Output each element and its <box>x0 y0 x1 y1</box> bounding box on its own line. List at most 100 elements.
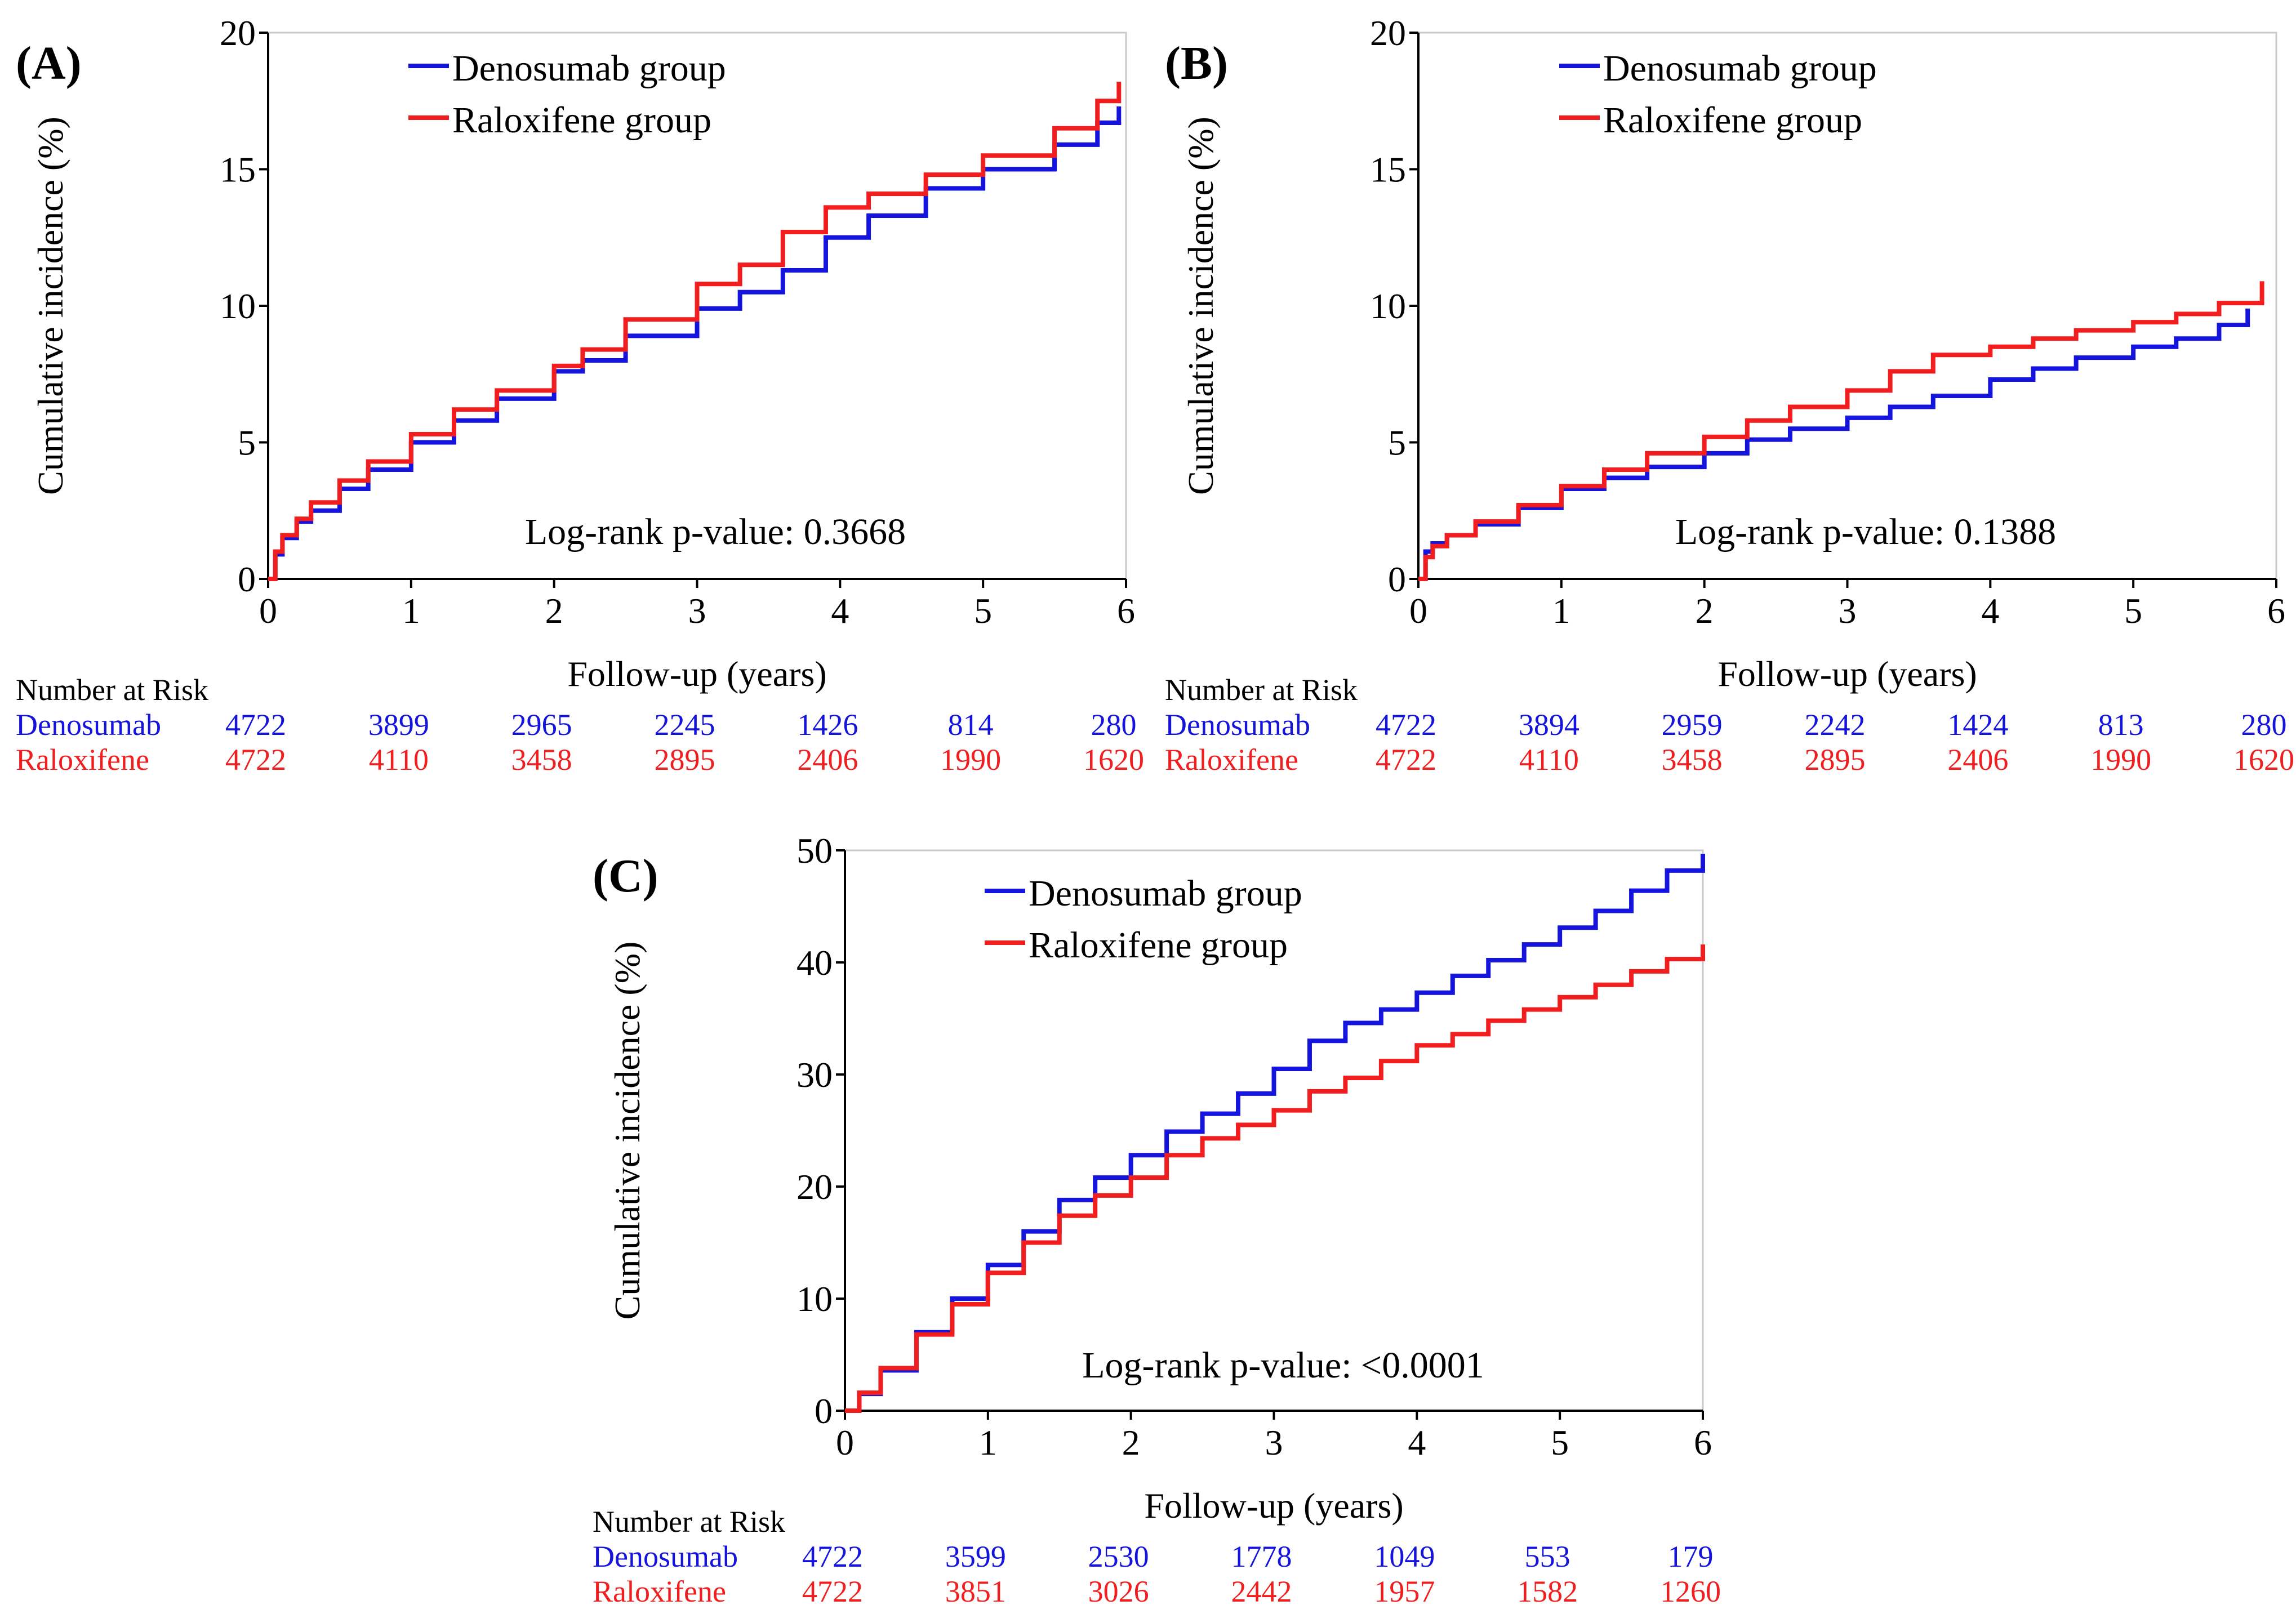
risk-row-label: Denosumab <box>16 708 161 742</box>
risk-value: 1778 <box>1231 1540 1292 1573</box>
y-tick-label: 40 <box>797 943 833 983</box>
risk-value: 813 <box>2098 708 2144 742</box>
risk-value: 3599 <box>945 1540 1006 1573</box>
risk-value: 1620 <box>1083 743 1144 777</box>
legend-label-denosumab: Denosumab group <box>452 48 726 89</box>
risk-value: 814 <box>948 708 994 742</box>
legend-label-denosumab: Denosumab group <box>1029 873 1302 914</box>
x-tick-label: 3 <box>1839 591 1857 631</box>
risk-value: 3026 <box>1088 1575 1149 1608</box>
risk-value: 2530 <box>1088 1540 1149 1573</box>
x-tick-label: 2 <box>545 591 563 631</box>
y-tick-label: 15 <box>220 150 256 190</box>
risk-value: 4110 <box>1519 743 1579 777</box>
panel-label: (C) <box>593 850 658 902</box>
risk-value: 4110 <box>369 743 429 777</box>
risk-value: 3458 <box>1662 743 1723 777</box>
risk-value: 4722 <box>225 708 286 742</box>
x-tick-label: 0 <box>1409 591 1427 631</box>
y-tick-label: 5 <box>238 423 256 463</box>
risk-table-title: Number at Risk <box>593 1505 785 1539</box>
risk-row-label: Raloxifene <box>1165 743 1298 777</box>
panel-a: 0 1 2 3 4 5 6 0 5 10 15 20 Follow-up (years) Cumulati… <box>16 13 1144 777</box>
x-tick-label: 4 <box>1408 1423 1426 1463</box>
x-tick-label: 0 <box>259 591 277 631</box>
series-line-denosumab <box>845 853 1705 1413</box>
x-tick-label: 4 <box>831 591 849 631</box>
x-tick-label: 5 <box>1551 1423 1569 1463</box>
risk-value: 2245 <box>655 708 715 742</box>
logrank-annotation: Log-rank p-value: <0.0001 <box>1082 1345 1484 1386</box>
risk-value: 1260 <box>1660 1575 1721 1608</box>
x-tick-label: 6 <box>1694 1423 1712 1463</box>
x-axis-title: Follow-up (years) <box>1144 1486 1403 1526</box>
y-tick-label: 20 <box>220 13 256 53</box>
risk-value: 4722 <box>1376 708 1436 742</box>
risk-value: 1582 <box>1517 1575 1578 1608</box>
risk-value: 1620 <box>2233 743 2294 777</box>
x-tick-label: 2 <box>1696 591 1714 631</box>
y-tick-label: 50 <box>797 831 833 871</box>
risk-row-label: Denosumab <box>593 1540 738 1573</box>
y-tick-label: 20 <box>797 1167 833 1207</box>
y-tick-label: 5 <box>1388 423 1406 463</box>
risk-value: 1957 <box>1374 1575 1435 1608</box>
x-axis-title: Follow-up (years) <box>1717 654 1977 694</box>
x-tick-label: 0 <box>836 1423 854 1463</box>
y-axis-title: Cumulative incidence (%) <box>1181 117 1221 495</box>
x-tick-label: 2 <box>1122 1423 1140 1463</box>
risk-value: 2242 <box>1805 708 1866 742</box>
risk-value: 4722 <box>225 743 286 777</box>
risk-row-label: Raloxifene <box>16 743 149 777</box>
risk-value: 2965 <box>511 708 572 742</box>
risk-value: 2959 <box>1662 708 1723 742</box>
risk-value: 2406 <box>797 743 858 777</box>
y-tick-label: 10 <box>220 286 256 326</box>
y-tick-label: 20 <box>1370 13 1406 53</box>
risk-value: 2895 <box>1805 743 1866 777</box>
risk-value: 2895 <box>655 743 715 777</box>
x-tick-label: 3 <box>1265 1423 1283 1463</box>
x-tick-label: 6 <box>2267 591 2285 631</box>
y-tick-label: 10 <box>1370 286 1406 326</box>
risk-table-title: Number at Risk <box>1165 673 1358 707</box>
series-line-raloxifene <box>845 944 1705 1413</box>
logrank-annotation: Log-rank p-value: 0.3668 <box>525 511 906 552</box>
x-tick-label: 1 <box>402 591 420 631</box>
risk-value: 280 <box>2241 708 2287 742</box>
risk-value: 4722 <box>802 1540 863 1573</box>
y-axis-title: Cumulative incidence (%) <box>607 942 647 1320</box>
risk-value: 2406 <box>1947 743 2008 777</box>
legend-label-raloxifene: Raloxifene group <box>452 100 711 141</box>
y-tick-label: 30 <box>797 1055 833 1095</box>
risk-value: 3458 <box>511 743 572 777</box>
legend-label-raloxifene: Raloxifene group <box>1603 100 1862 141</box>
x-tick-label: 5 <box>974 591 992 631</box>
risk-table-title: Number at Risk <box>16 673 208 707</box>
x-tick-label: 6 <box>1117 591 1135 631</box>
x-tick-label: 3 <box>688 591 706 631</box>
series-line-raloxifene <box>268 82 1122 581</box>
risk-value: 1424 <box>1947 708 2008 742</box>
series-line-denosumab <box>268 106 1122 581</box>
y-tick-label: 0 <box>1388 559 1406 599</box>
risk-value: 4722 <box>802 1575 863 1608</box>
y-axis-title: Cumulative incidence (%) <box>30 117 70 495</box>
risk-value: 4722 <box>1376 743 1436 777</box>
risk-value: 179 <box>1668 1540 1714 1573</box>
x-axis-title: Follow-up (years) <box>567 654 826 694</box>
risk-value: 1049 <box>1374 1540 1435 1573</box>
y-tick-label: 10 <box>797 1279 833 1319</box>
y-tick-label: 0 <box>238 559 256 599</box>
y-tick-label: 0 <box>815 1391 833 1431</box>
risk-value: 1990 <box>940 743 1001 777</box>
legend-label-denosumab: Denosumab group <box>1603 48 1877 89</box>
series-line-raloxifene <box>1418 281 2264 581</box>
risk-row-label: Denosumab <box>1165 708 1310 742</box>
panel-label: (A) <box>16 37 82 90</box>
risk-value: 3894 <box>1519 708 1579 742</box>
x-tick-label: 5 <box>2124 591 2142 631</box>
risk-row-label: Raloxifene <box>593 1575 726 1608</box>
panel-c: 0 1 2 3 4 5 6 0 10 20 30 40 50 Follow-up (years) Cumul… <box>593 831 1721 1608</box>
